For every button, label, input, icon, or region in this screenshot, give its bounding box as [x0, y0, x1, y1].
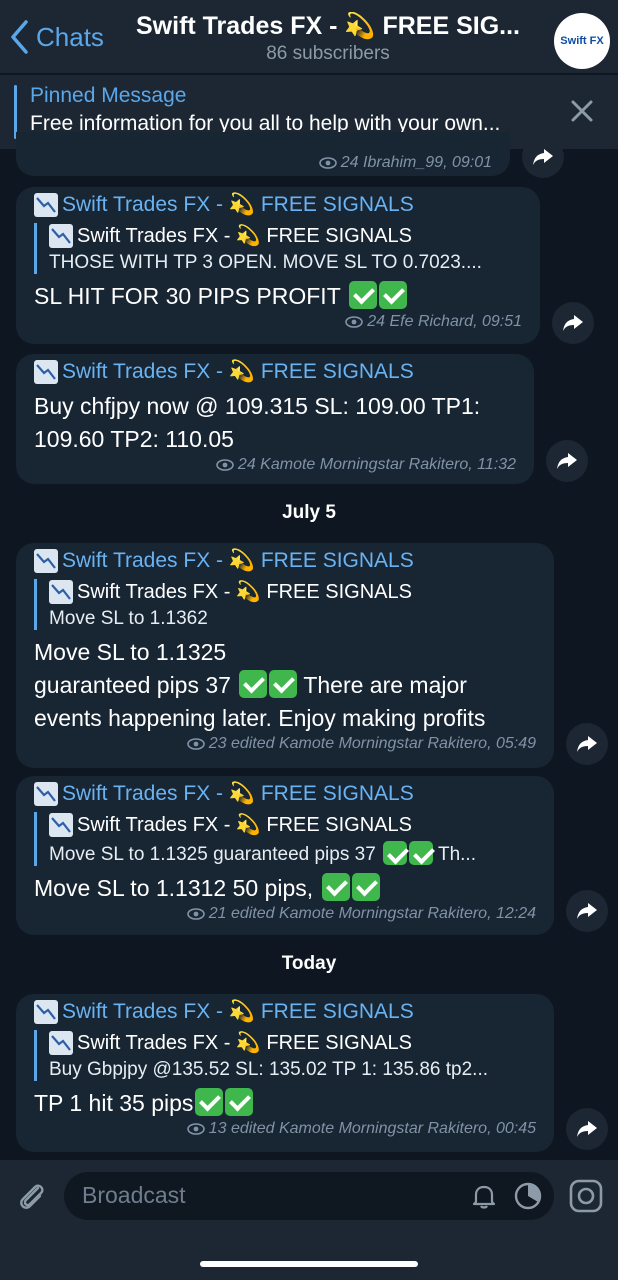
message-meta: 24 Ibrahim_99, 09:01 [34, 154, 492, 178]
broadcast-input[interactable]: Broadcast [64, 1172, 554, 1220]
message-sender[interactable]: Swift Trades FX - 💫 FREE SIGNALS [34, 193, 522, 217]
chart-decreasing-icon [34, 193, 58, 217]
bell-icon[interactable] [470, 1182, 498, 1210]
reply-sender: Swift Trades FX - 💫 FREE SIGNALS [49, 812, 536, 837]
share-button[interactable] [546, 440, 588, 482]
chart-decreasing-icon [34, 360, 58, 384]
reply-text: THOSE WITH TP 3 OPEN. MOVE SL TO 0.7023.… [49, 252, 482, 273]
message-bubble[interactable]: Swift Trades FX - 💫 FREE SIGNALS Buy chf… [16, 354, 534, 484]
views-icon [186, 738, 205, 750]
message-text: SL HIT FOR 30 PIPS PROFIT [34, 280, 522, 313]
check-mark-icon [409, 841, 434, 865]
message-bubble[interactable]: Swift Trades FX - 💫 FREE SIGNALS Swift T… [16, 994, 554, 1152]
chart-decreasing-icon [49, 223, 73, 248]
paperclip-icon[interactable] [14, 1178, 50, 1214]
share-arrow-icon [577, 1121, 597, 1137]
share-button[interactable] [522, 136, 564, 178]
check-mark-icon [383, 841, 408, 865]
reply-text: Move SL to 1.1362 [49, 608, 208, 629]
back-label: Chats [36, 21, 104, 52]
reply-text: Buy Gbpjpy @135.52 SL: 135.02 TP 1: 135.… [49, 1059, 489, 1080]
chart-decreasing-icon [49, 812, 73, 837]
chevron-left-icon [11, 20, 28, 54]
check-mark-icon [239, 670, 268, 698]
message-meta: 21 edited Kamote Morningstar Rakitero, 1… [34, 905, 536, 929]
reply-sender: Swift Trades FX - 💫 FREE SIGNALS [49, 223, 522, 248]
date-separator: July 5 [282, 502, 336, 523]
share-arrow-icon [563, 315, 583, 331]
subscriber-count: 86 subscribers [266, 43, 390, 64]
message-sender[interactable]: Swift Trades FX - 💫 FREE SIGNALS [34, 782, 536, 806]
message-text: Buy chfjpy now @ 109.315 SL: 109.00 TP1:… [34, 393, 481, 452]
share-arrow-icon [577, 903, 597, 919]
check-mark-icon [269, 670, 298, 698]
reply-quote[interactable]: Swift Trades FX - 💫 FREE SIGNALS Move SL… [34, 812, 536, 866]
views-icon [186, 908, 205, 920]
views-icon [216, 459, 234, 471]
chart-decreasing-icon [49, 579, 73, 604]
check-mark-icon [378, 281, 407, 309]
share-arrow-icon [533, 149, 553, 165]
home-indicator[interactable] [200, 1261, 418, 1267]
chart-decreasing-icon [34, 782, 58, 806]
close-icon[interactable] [568, 97, 596, 125]
check-mark-icon [348, 281, 377, 309]
timer-icon[interactable] [512, 1180, 544, 1212]
views-icon [345, 316, 364, 328]
reply-text: Move SL to 1.1325 guaranteed pips 37 Th.… [49, 841, 536, 866]
share-button[interactable] [566, 723, 608, 765]
message-bubble[interactable]: 24 Ibrahim_99, 09:01 [16, 132, 510, 176]
reply-sender: Swift Trades FX - 💫 FREE SIGNALS [49, 1030, 536, 1055]
check-mark-icon [321, 873, 350, 901]
chat-header: Chats Swift Trades FX - 💫 FREE SIG... 86… [0, 0, 618, 74]
reply-sender: Swift Trades FX - 💫 FREE SIGNALS [49, 579, 536, 604]
reply-quote[interactable]: Swift Trades FX - 💫 FREE SIGNALS Buy Gbp… [34, 1030, 536, 1081]
channel-title: Swift Trades FX - 💫 FREE SIG... [136, 12, 520, 40]
check-mark-icon [195, 1088, 224, 1116]
message-sender[interactable]: Swift Trades FX - 💫 FREE SIGNALS [34, 1000, 536, 1024]
message-bubble[interactable]: Swift Trades FX - 💫 FREE SIGNALS Swift T… [16, 187, 540, 344]
views-icon [186, 1123, 205, 1135]
message-sender[interactable]: Swift Trades FX - 💫 FREE SIGNALS [34, 360, 516, 384]
message-meta: 24 Kamote Morningstar Rakitero, 11:32 [34, 456, 516, 480]
message-bubble[interactable]: Swift Trades FX - 💫 FREE SIGNALS Swift T… [16, 543, 554, 768]
message-meta: 23 edited Kamote Morningstar Rakitero, 0… [34, 735, 536, 759]
check-mark-icon [351, 873, 380, 901]
chart-decreasing-icon [34, 549, 58, 573]
channel-title-area[interactable]: Swift Trades FX - 💫 FREE SIG... 86 subsc… [118, 12, 538, 65]
share-arrow-icon [577, 736, 597, 752]
back-button[interactable]: Chats [8, 18, 104, 56]
message-text: Move SL to 1.1312 50 pips, [34, 872, 536, 905]
avatar-text: Swift FX [560, 35, 604, 47]
views-icon [318, 157, 337, 169]
pinned-indicator [14, 85, 17, 139]
share-button[interactable] [566, 1108, 608, 1150]
chart-decreasing-icon [34, 1000, 58, 1024]
message-meta: 13 edited Kamote Morningstar Rakitero, 0… [34, 1120, 536, 1144]
share-button[interactable] [566, 890, 608, 932]
date-separator: Today [281, 953, 337, 974]
chart-decreasing-icon [49, 1030, 73, 1055]
reply-quote[interactable]: Swift Trades FX - 💫 FREE SIGNALS Move SL… [34, 579, 536, 630]
message-text: TP 1 hit 35 pips [34, 1087, 536, 1120]
message-bubble[interactable]: Swift Trades FX - 💫 FREE SIGNALS Swift T… [16, 776, 554, 935]
message-composer: Broadcast [0, 1160, 618, 1280]
share-arrow-icon [557, 453, 577, 469]
message-meta: 24 Efe Richard, 09:51 [34, 313, 522, 337]
channel-avatar[interactable]: Swift FX [554, 13, 610, 69]
share-button[interactable] [552, 302, 594, 344]
camera-icon[interactable] [568, 1178, 604, 1214]
reply-quote[interactable]: Swift Trades FX - 💫 FREE SIGNALS THOSE W… [34, 223, 522, 274]
message-text: Move SL to 1.1325 guaranteed pips 37 The… [34, 639, 486, 731]
check-mark-icon [225, 1088, 254, 1116]
pinned-title: Pinned Message [30, 84, 187, 107]
message-sender[interactable]: Swift Trades FX - 💫 FREE SIGNALS [34, 549, 536, 573]
